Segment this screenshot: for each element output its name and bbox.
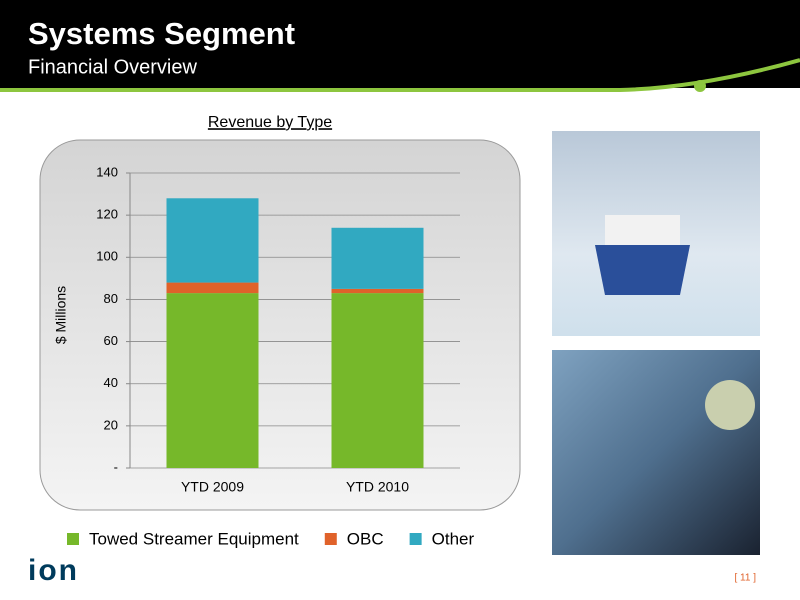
logo: ion [28,554,79,587]
legend-swatch [324,533,337,545]
y-axis-label: $ Millions [53,286,69,344]
bar-segment [331,293,424,468]
accent-dot [694,80,706,92]
y-tick-label: 100 [96,249,118,264]
chart-frame [39,139,521,511]
legend-label: Other [432,529,475,548]
y-tick-label: 60 [104,333,118,348]
bar-segment [166,282,259,294]
header-subtitle: Financial Overview [28,56,198,78]
legend-label: Towed Streamer Equipment [89,529,299,548]
page-number: [ 11 ] [735,573,757,584]
photo-helmet [705,380,755,430]
photo-ship-hull [595,245,690,295]
photo-ship-deck [605,215,680,245]
bar-segment [331,288,424,294]
x-tick-label: YTD 2010 [346,479,409,495]
y-tick-label: 140 [96,164,118,179]
legend-swatch [67,533,79,545]
chart-title: Revenue by Type [208,114,332,131]
bar-segment [166,198,259,283]
y-tick-label: - [114,459,118,474]
bar-segment [166,293,259,468]
x-tick-label: YTD 2009 [181,479,244,495]
header-title: Systems Segment [28,16,295,51]
header-band [0,0,800,88]
y-tick-label: 80 [104,291,118,306]
y-tick-label: 40 [104,375,118,390]
legend-label: OBC [347,529,384,548]
y-tick-label: 120 [96,207,118,222]
y-tick-label: 20 [104,417,118,432]
bar-segment [331,227,424,289]
legend-swatch [409,533,422,545]
